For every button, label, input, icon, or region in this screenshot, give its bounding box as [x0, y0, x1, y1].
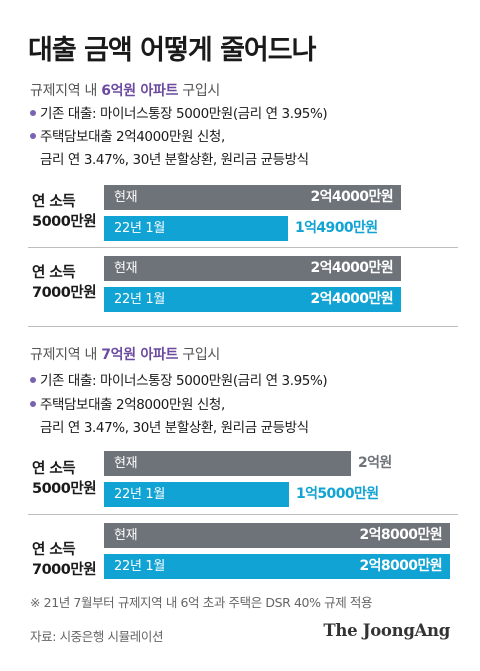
- brand-logo: The JoongAng: [323, 621, 450, 640]
- data-label: 2억4000만원: [310, 189, 393, 205]
- data-label: 1억5000만원: [296, 486, 379, 502]
- bullet-dot-icon: [30, 401, 36, 407]
- group-2-income-line-2: 7000만원: [32, 285, 97, 301]
- bar-current: [104, 451, 351, 476]
- bullet-dot-icon: [30, 110, 36, 116]
- section-2-bullet-1: 기존 대출: 마이너스통장 5000만원(금리 연 3.95%): [30, 370, 328, 393]
- group-1-income-label: 연 소득 5000만원: [32, 192, 97, 232]
- section-2-heading: 규제지역 내 7억원 아파트 구입시: [30, 344, 220, 364]
- section-2-bullet-2: 주택담보대출 2억8000만원 신청, 금리 연 3.47%, 30년 분할상환,…: [30, 394, 309, 440]
- section-1-heading-suffix: 구입시: [178, 83, 221, 99]
- bar-current: [104, 185, 401, 210]
- bar-series-label: 22년 1월: [114, 221, 166, 236]
- group-1-income-line-1: 연 소득: [32, 194, 76, 210]
- group-3-income-line-2: 5000만원: [32, 481, 97, 497]
- section-1-heading-highlight: 6억원 아파트: [101, 83, 179, 99]
- bar-current: [104, 523, 450, 548]
- footnote: ※ 21년 7월부터 규제지역 내 6억 초과 주택은 DSR 40% 규제 적…: [30, 595, 373, 610]
- data-label: 2억4000만원: [310, 291, 393, 307]
- section-1-bullet-2-line-1: 주택담보대출 2억4000만원 신청,: [40, 129, 225, 145]
- section-2-heading-highlight: 7억원 아파트: [101, 347, 179, 363]
- section-1-bullet-1-text: 기존 대출: 마이너스통장 5000만원(금리 연 3.95%): [40, 106, 328, 122]
- data-label: 2억8000만원: [359, 527, 442, 543]
- bar-jan-2022: [104, 287, 401, 312]
- data-label: 2억원: [358, 455, 392, 471]
- data-label: 1억4900만원: [295, 220, 378, 236]
- bar-series-label: 현재: [114, 261, 138, 276]
- group-2-income-label: 연 소득 7000만원: [32, 263, 97, 303]
- section-2-bullet-1-text: 기존 대출: 마이너스통장 5000만원(금리 연 3.95%): [40, 373, 328, 389]
- bar-series-label: 현재: [114, 190, 138, 205]
- bullet-dot-icon: [30, 377, 36, 383]
- divider: [28, 326, 458, 327]
- section-2-bullet-2-line-1: 주택담보대출 2억8000만원 신청,: [40, 397, 225, 413]
- section-1-heading-prefix: 규제지역 내: [30, 83, 102, 99]
- bar-series-label: 현재: [114, 456, 138, 471]
- group-3-income-line-1: 연 소득: [32, 461, 76, 477]
- data-label: 2억4000만원: [310, 260, 393, 276]
- bar-current: [104, 256, 401, 281]
- bar-jan-2022: [104, 554, 450, 579]
- bar-jan-2022: [104, 216, 288, 241]
- group-4-income-line-2: 7000만원: [32, 562, 97, 578]
- source-credit: 자료: 시중은행 시뮬레이션: [30, 629, 164, 644]
- bar-jan-2022: [104, 482, 289, 507]
- divider: [28, 514, 458, 515]
- group-1-income-line-2: 5000만원: [32, 214, 97, 230]
- section-2-heading-prefix: 규제지역 내: [30, 347, 102, 363]
- section-1-bullet-2: 주택담보대출 2억4000만원 신청, 금리 연 3.47%, 30년 분할상환,…: [30, 126, 309, 172]
- bar-series-label: 22년 1월: [114, 487, 166, 502]
- bullet-dot-icon: [30, 133, 36, 139]
- section-2-heading-suffix: 구입시: [178, 347, 221, 363]
- section-1-bullet-1: 기존 대출: 마이너스통장 5000만원(금리 연 3.95%): [30, 103, 328, 126]
- data-label: 2억8000만원: [359, 558, 442, 574]
- bar-series-label: 현재: [114, 528, 138, 543]
- divider: [28, 247, 458, 248]
- group-4-income-line-1: 연 소득: [32, 542, 76, 558]
- group-3-income-label: 연 소득 5000만원: [32, 459, 97, 499]
- bar-series-label: 22년 1월: [114, 292, 166, 307]
- section-2-bullet-2-line-2: 금리 연 3.47%, 30년 분할상환, 원리금 균등방식: [40, 420, 309, 436]
- group-4-income-label: 연 소득 7000만원: [32, 540, 97, 580]
- chart-title: 대출 금액 어떻게 줄어드나: [28, 35, 316, 66]
- group-2-income-line-1: 연 소득: [32, 265, 76, 281]
- section-1-bullet-2-line-2: 금리 연 3.47%, 30년 분할상환, 원리금 균등방식: [40, 152, 309, 168]
- bar-series-label: 22년 1월: [114, 559, 166, 574]
- section-1-heading: 규제지역 내 6억원 아파트 구입시: [30, 80, 220, 100]
